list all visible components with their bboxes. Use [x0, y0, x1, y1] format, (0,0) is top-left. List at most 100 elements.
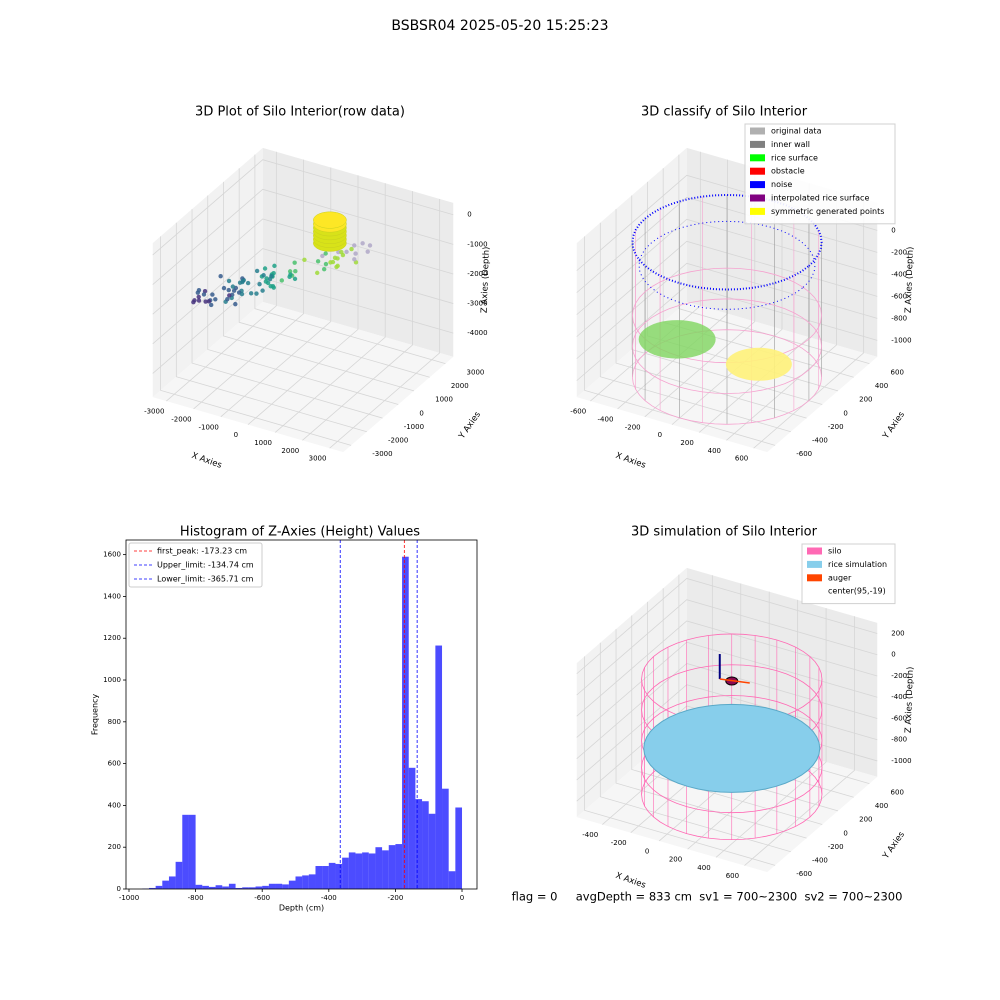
y-tick-label: 400 [875, 802, 888, 810]
y-tick-label: 1200 [103, 634, 121, 642]
point-cloud-illustration [360, 241, 365, 246]
bar [288, 880, 296, 889]
grid-line [678, 154, 870, 365]
point-cloud-illustration [335, 256, 340, 261]
z-tick-label: 200 [891, 629, 904, 637]
point-cloud-illustration [237, 280, 243, 285]
grid-line [193, 159, 304, 410]
point-cloud-illustration [302, 257, 307, 263]
z-tick-label: -600 [891, 292, 907, 300]
grid-line [175, 222, 367, 433]
grid-line [254, 154, 446, 365]
bar [275, 883, 283, 889]
point-cloud-illustration [292, 276, 298, 282]
point-cloud-illustration [321, 266, 327, 272]
bar [328, 862, 336, 889]
grid-line [152, 159, 454, 256]
grid-line [152, 188, 454, 285]
illustration [641, 749, 823, 841]
grid-line [715, 608, 827, 858]
point-cloud-illustration [233, 301, 238, 307]
panel-title: 3D simulation of Silo Interior [631, 525, 818, 540]
grid-line [615, 209, 807, 419]
bar [408, 767, 416, 889]
grid-line [166, 151, 277, 402]
x-tick-label: 0 [234, 431, 238, 439]
grid-line [152, 218, 454, 315]
bar [202, 885, 209, 889]
legend-swatch [807, 560, 822, 568]
legend-label: rice simulation [828, 560, 887, 569]
y-tick-label: 1000 [435, 396, 453, 404]
point-cloud-illustration [352, 257, 357, 262]
y-tick-label: 0 [419, 409, 423, 417]
bar [402, 556, 409, 889]
point-cloud-illustration [320, 253, 325, 259]
point-cloud-illustration [231, 288, 237, 293]
point-cloud-illustration [213, 297, 218, 302]
point-cloud-illustration [323, 251, 328, 256]
y-tick-label: 200 [859, 396, 872, 404]
bar [188, 814, 196, 889]
y-tick-label: 600 [108, 760, 121, 768]
point-cloud-illustration [315, 259, 321, 264]
bar [235, 887, 243, 889]
grid-line [274, 183, 386, 433]
bar [422, 801, 429, 889]
grid-line [744, 616, 855, 866]
grid-line [576, 599, 878, 696]
bar [155, 885, 163, 889]
legend-label: inner wall [771, 140, 810, 149]
legend-swatch [750, 140, 765, 148]
x-tick-label: 400 [697, 864, 710, 872]
point-cloud-illustration [365, 249, 370, 254]
grid-line [207, 195, 399, 405]
z-tick-label: -400 [891, 693, 907, 701]
panel-title: Histogram of Z-Axies (Height) Values [180, 525, 420, 540]
y-tick-label: 600 [891, 368, 904, 376]
y-tick-label: 0 [117, 885, 121, 893]
legend-label: obstacle [771, 167, 805, 176]
x-tick-label: -600 [254, 894, 270, 902]
point-cloud-illustration [352, 243, 357, 248]
grid-line [576, 578, 878, 675]
point-cloud-illustration [315, 270, 320, 276]
bar [342, 857, 349, 889]
y-tick-label: -200 [828, 843, 844, 851]
legend-swatch [807, 547, 822, 555]
y-tick-label: 2000 [451, 382, 469, 390]
bar [268, 883, 276, 889]
status-line: flag = 0 avgDepth = 833 cm sv1 = 700~230… [512, 890, 903, 904]
point-cloud-illustration [221, 285, 227, 291]
bar [182, 814, 189, 889]
point-cloud-illustration [210, 292, 215, 297]
bar [255, 886, 263, 889]
x-tick-label: 200 [680, 439, 693, 447]
x-tick-label: 400 [708, 447, 721, 455]
point-cloud-illustration [323, 261, 329, 267]
illustration [631, 193, 823, 291]
x-tick-label: 600 [726, 872, 739, 880]
grid-line [584, 656, 776, 866]
bar [442, 788, 449, 889]
z-tick-label: -600 [891, 714, 907, 722]
bar [415, 799, 423, 889]
legend-label: interpolated rice surface [771, 194, 869, 203]
x-tick-label: -3000 [144, 408, 164, 416]
point-cloud-illustration [262, 266, 268, 271]
bar [302, 875, 309, 889]
legend-swatch [750, 194, 765, 202]
illustration [638, 220, 816, 310]
bar [308, 874, 316, 889]
legend-label: first_peak: -173.23 cm [157, 547, 247, 556]
grid-line [590, 151, 701, 402]
bar [222, 886, 229, 889]
x-tick-label: 0 [658, 431, 662, 439]
point-cloud-illustration [336, 249, 341, 255]
x-tick-label: -800 [188, 894, 204, 902]
x-tick-label: -400 [598, 415, 614, 423]
point-cloud-illustration [279, 278, 285, 283]
x-tick-label: 0 [460, 894, 464, 902]
